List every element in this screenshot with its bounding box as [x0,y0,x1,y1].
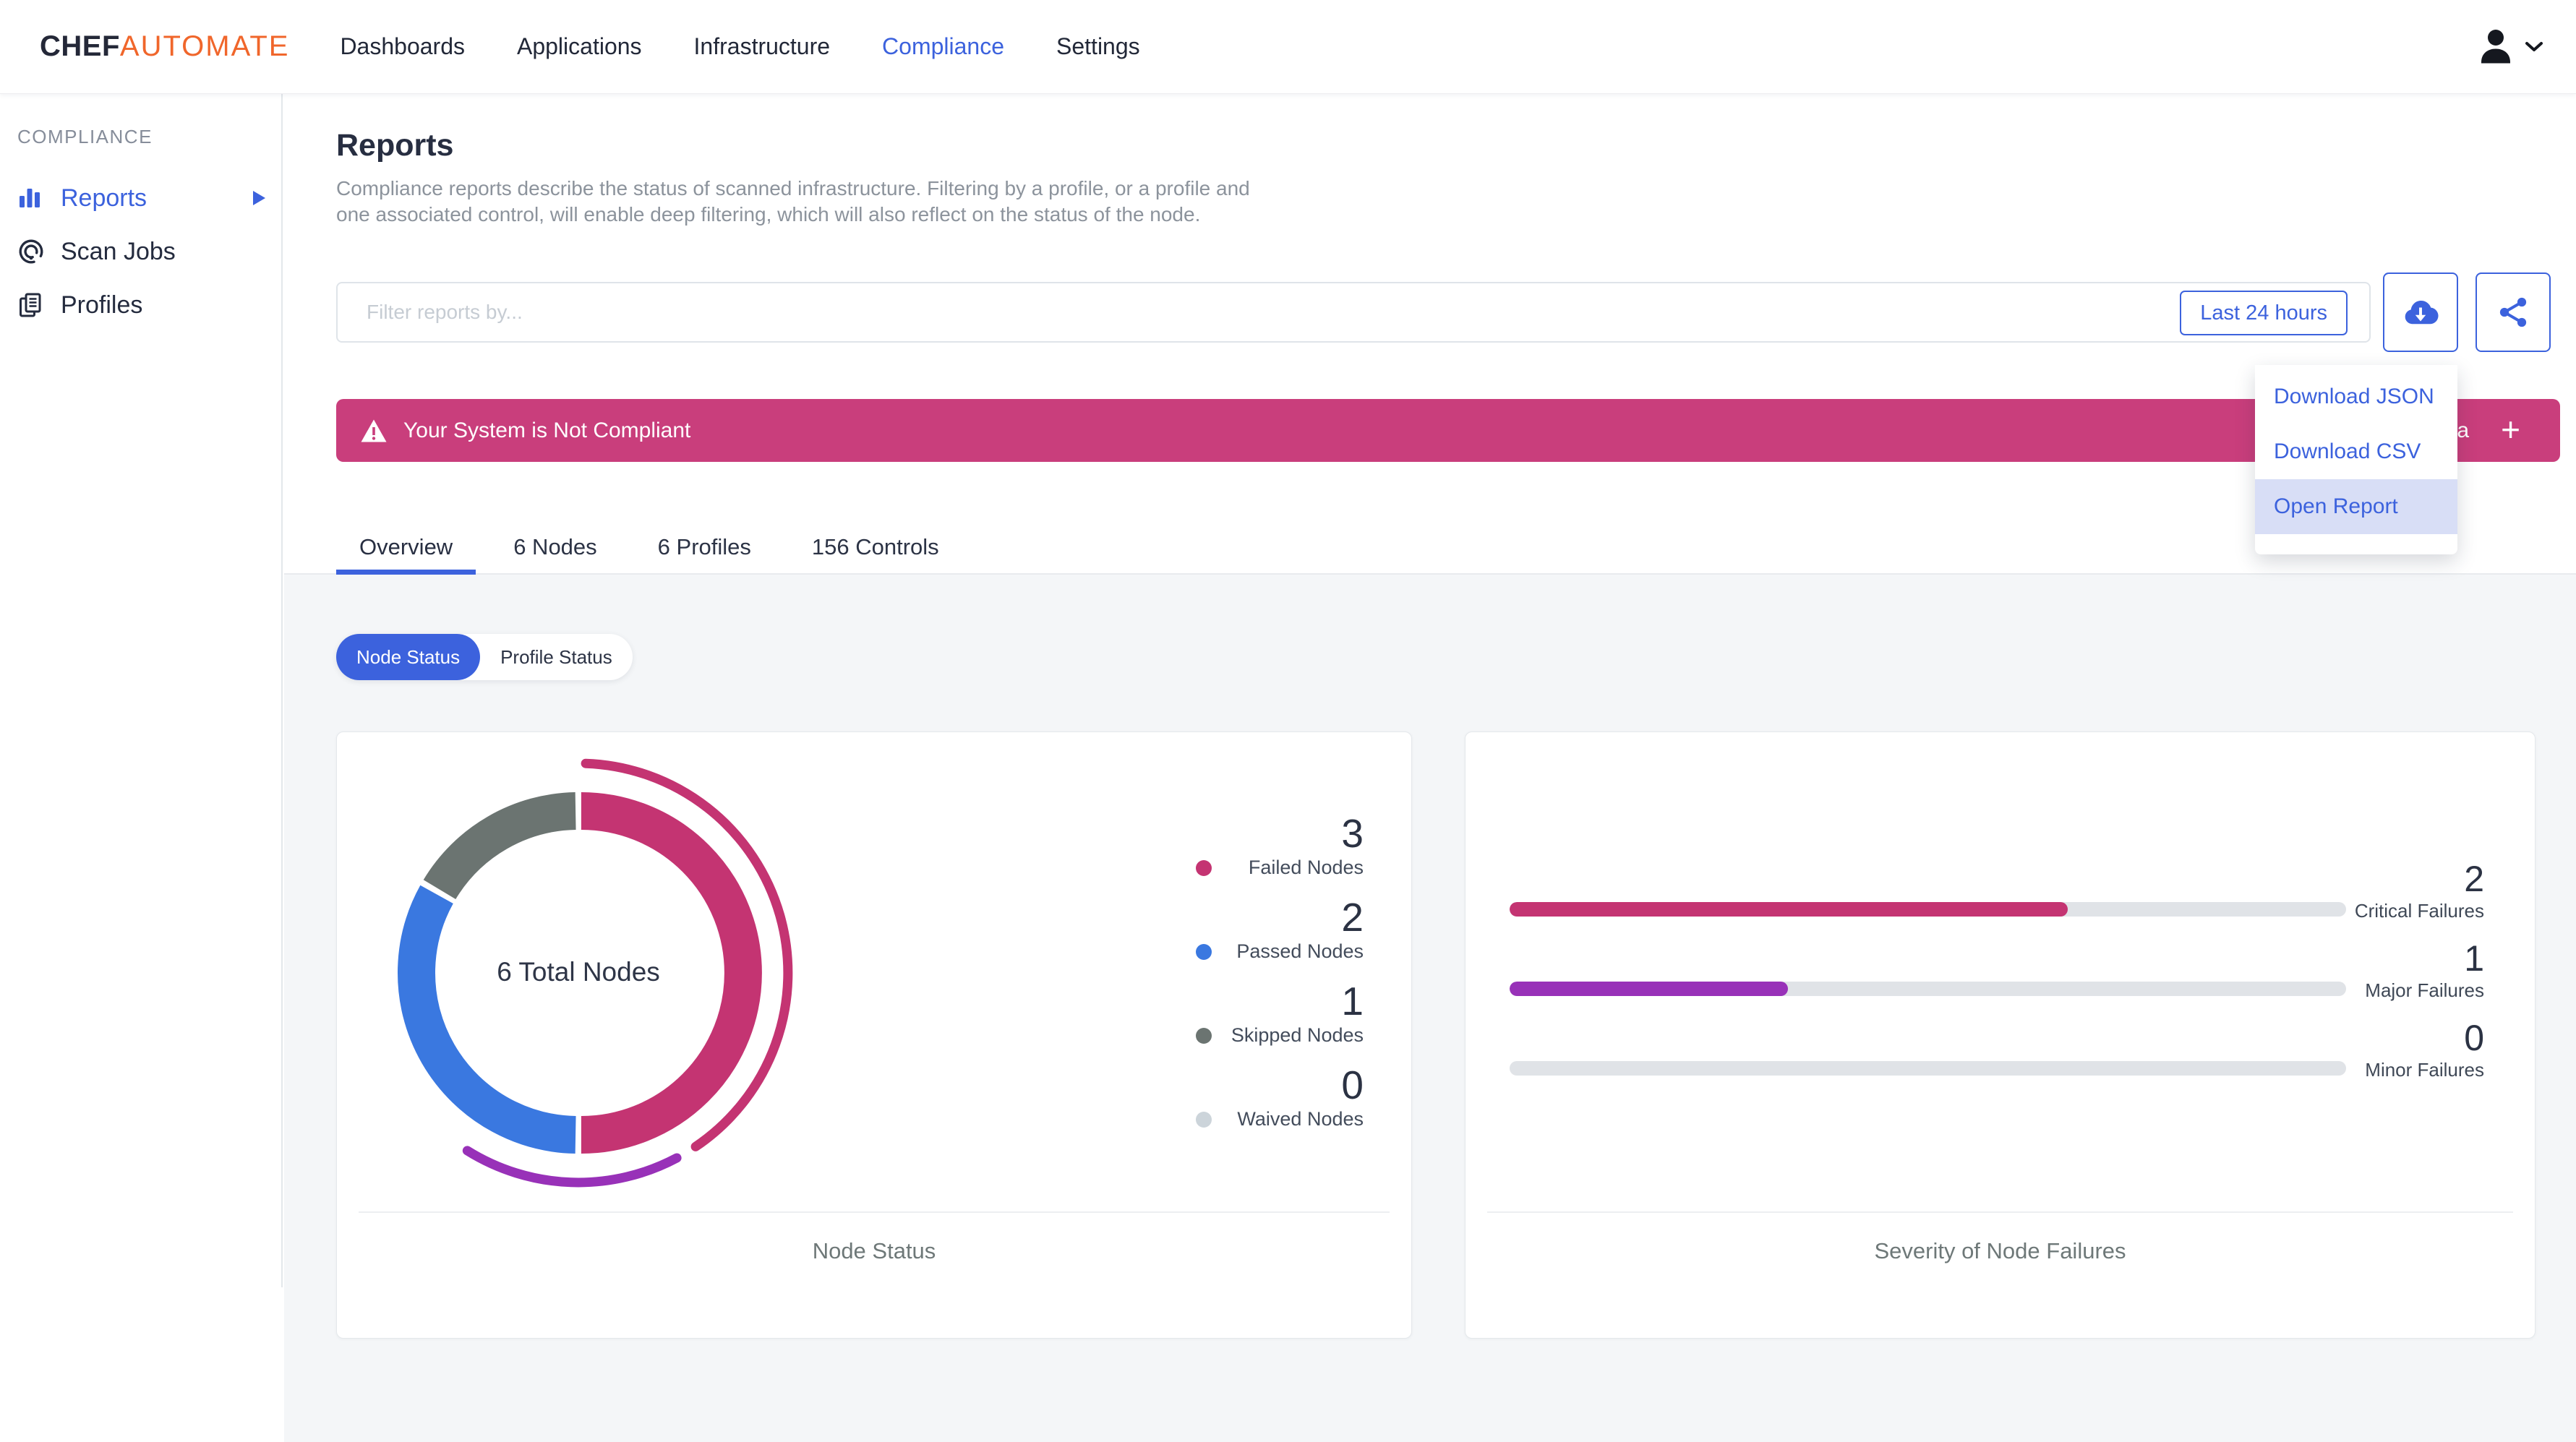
skipped-dot-icon [1196,1027,1212,1044]
tab-nodes[interactable]: 6 Nodes [513,534,597,559]
main-content: Reports Compliance reports describe the … [284,94,2576,1442]
expand-arrow-icon [253,191,265,205]
card-footer-divider [1487,1211,2513,1213]
nav-applications[interactable]: Applications [516,33,642,59]
waived-dot-icon [1196,1111,1212,1128]
failed-label: Failed Nodes [1248,857,1364,878]
nav-dashboards[interactable]: Dashboards [340,33,465,59]
node-status-donut-chart[interactable] [347,742,810,1204]
cloud-download-icon [2401,293,2440,332]
page-description: Compliance reports describe the status o… [336,176,1250,228]
chef-automate-logo[interactable]: CHEFAUTOMATE [40,30,289,63]
passed-count: 2 [1341,895,1364,940]
page-title: Reports [336,128,454,163]
legend-item-skipped: 1 Skipped Nodes [1196,981,1364,1047]
banner-message: Your System is Not Compliant [403,418,691,442]
menu-item-download-json[interactable]: Download JSON [2274,385,2434,408]
minor-failures-row: 0 Minor Failures [1510,1020,2484,1099]
nav-infrastructure[interactable]: Infrastructure [693,33,831,59]
sidebar: COMPLIANCE Reports Scan Jobs [0,94,283,1287]
skipped-count: 1 [1341,979,1364,1023]
share-icon [2496,295,2530,330]
download-button[interactable] [2383,272,2458,352]
sidebar-item-label: Reports [61,184,147,212]
waived-label: Waived Nodes [1237,1108,1364,1130]
chevron-down-icon [2525,41,2543,53]
sidebar-item-scan-jobs[interactable]: Scan Jobs [0,225,281,278]
legend-item-failed: 3 Failed Nodes [1196,813,1364,879]
plus-icon: + [2501,410,2520,448]
sidebar-item-label: Scan Jobs [61,237,176,265]
tab-controls[interactable]: 156 Controls [811,534,939,559]
tabs-divider [284,573,2576,575]
minor-count: 0 [2464,1018,2484,1058]
user-icon [2476,27,2516,67]
major-bar-track [1510,982,2346,996]
critical-label: Critical Failures [2354,900,2484,922]
page-description-line1: Compliance reports describe the status o… [336,177,1250,199]
severity-bar-chart: 2 Critical Failures 1 Major Failures 0 M… [1510,861,2484,1099]
report-tabs: Overview 6 Nodes 6 Profiles 156 Controls [336,522,962,575]
failed-dot-icon [1196,859,1212,876]
scan-icon [17,238,46,265]
node-status-card-title: Node Status [812,1238,936,1263]
filter-reports-input[interactable] [338,283,2369,341]
severity-card: 2 Critical Failures 1 Major Failures 0 M… [1465,731,2536,1339]
overview-section: Node Status Profile Status 6 Total Nodes… [284,575,2576,1442]
compliance-banner: Your System is Not Compliant Add Data + [336,399,2560,462]
passed-dot-icon [1196,943,1212,960]
share-button[interactable] [2476,272,2551,352]
toggle-node-status[interactable]: Node Status [336,634,481,680]
top-navigation: CHEFAUTOMATE Dashboards Applications Inf… [0,0,2576,94]
tab-overview[interactable]: Overview [336,522,476,575]
critical-bar-track [1510,902,2346,917]
passed-label: Passed Nodes [1236,940,1364,962]
menu-item-open-report[interactable]: Open Report [2255,479,2457,534]
minor-bar-track [1510,1061,2346,1076]
download-menu: Download JSON Download CSV Open Report [2255,365,2457,554]
node-status-card: 6 Total Nodes 3 Failed Nodes 2 Passed No… [336,731,1412,1339]
warning-icon [360,419,388,443]
logo-automate: AUTOMATE [119,30,290,62]
severity-card-title: Severity of Node Failures [1874,1238,2126,1263]
critical-count: 2 [2464,859,2484,899]
node-status-legend: 3 Failed Nodes 2 Passed Nodes 1 [1196,813,1364,1149]
sidebar-item-label: Profiles [61,291,143,319]
profiles-icon [17,292,46,318]
tab-profiles[interactable]: 6 Profiles [657,534,751,559]
user-menu[interactable] [2476,27,2543,67]
waived-count: 0 [1341,1063,1364,1107]
major-count: 1 [2464,938,2484,979]
status-toggle: Node Status Profile Status [336,634,633,680]
donut-total-label: 6 Total Nodes [497,957,660,987]
major-failures-row: 1 Major Failures [1510,940,2484,1020]
nav-compliance[interactable]: Compliance [882,33,1005,59]
menu-item-download-csv[interactable]: Download CSV [2274,439,2421,463]
sidebar-section-label: COMPLIANCE [17,126,153,147]
primary-nav: Dashboards Applications Infrastructure C… [340,33,1139,60]
time-range-button[interactable]: Last 24 hours [2180,291,2348,335]
critical-failures-row: 2 Critical Failures [1510,861,2484,940]
page-description-line2: one associated control, will enable deep… [336,203,1201,226]
major-label: Major Failures [2365,979,2484,1001]
critical-bar-fill [1510,902,2068,917]
skipped-label: Skipped Nodes [1231,1024,1364,1046]
toggle-profile-status[interactable]: Profile Status [500,646,612,668]
legend-item-passed: 2 Passed Nodes [1196,897,1364,963]
sidebar-item-profiles[interactable]: Profiles [0,278,281,332]
bar-chart-icon [17,185,46,211]
sidebar-item-reports[interactable]: Reports [0,171,281,225]
filter-bar: Last 24 hours [336,282,2371,343]
logo-chef: CHEF [40,30,120,62]
card-footer-divider [359,1211,1390,1213]
major-bar-fill [1510,982,1789,996]
minor-label: Minor Failures [2365,1059,2484,1081]
legend-item-waived: 0 Waived Nodes [1196,1065,1364,1130]
failed-count: 3 [1341,811,1364,856]
nav-settings[interactable]: Settings [1056,33,1140,59]
